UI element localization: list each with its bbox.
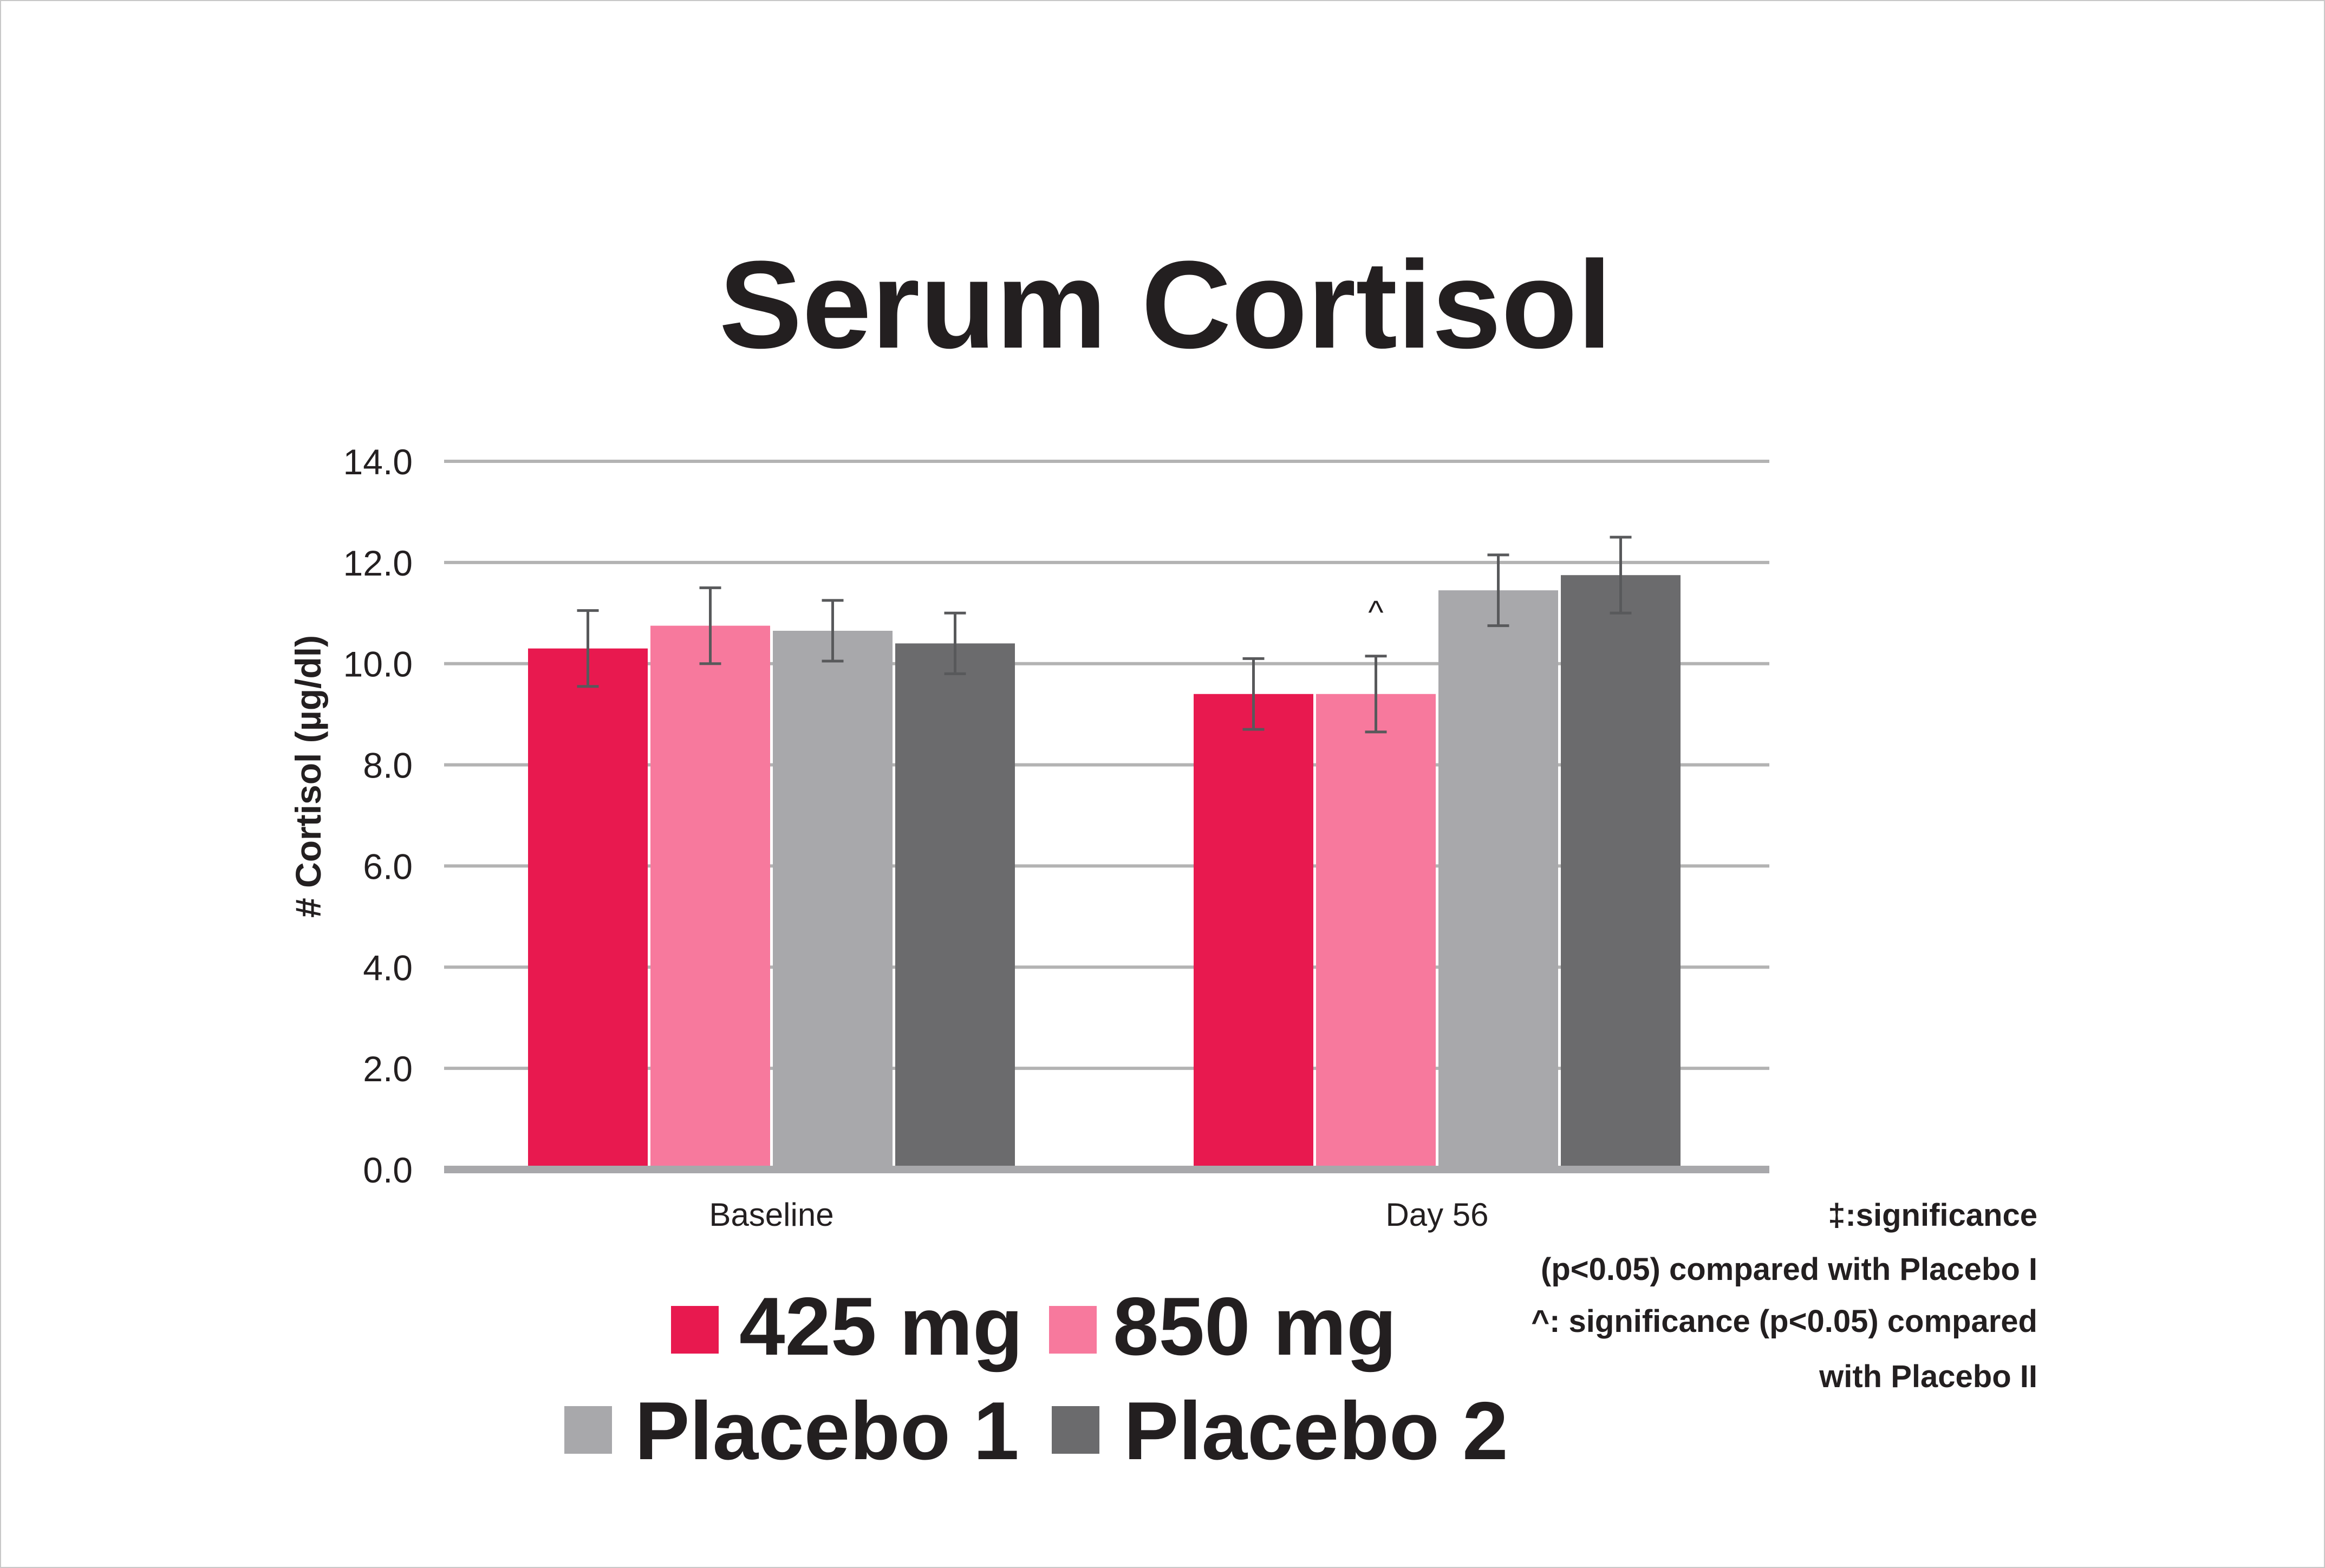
- legend-label: Placebo 2: [1124, 1385, 1508, 1477]
- significance-marker: ^: [1368, 594, 1383, 631]
- bar: [773, 630, 893, 1166]
- chart-title: Serum Cortisol: [719, 235, 1612, 374]
- y-tick-label: 0.0: [363, 1150, 413, 1190]
- y-tick-label: 4.0: [363, 948, 413, 988]
- bar: [1316, 694, 1436, 1166]
- legend-swatch: [671, 1306, 719, 1354]
- note-line: ^: significance (p<0.05) compared: [1531, 1304, 2037, 1339]
- x-axis-ticks: Baseline Day 56: [709, 1197, 1488, 1233]
- y-tick-label: 2.0: [363, 1049, 413, 1089]
- bar: [1438, 590, 1558, 1166]
- bars: [528, 575, 1681, 1166]
- y-tick-label: 6.0: [363, 846, 413, 886]
- significance-notes: ‡:significance (p<0.05) compared with Pla…: [1531, 1198, 2037, 1394]
- y-axis-label: # Cortisol (µg/dl): [288, 635, 328, 918]
- bar: [528, 648, 648, 1166]
- note-line: (p<0.05) compared with Placebo I: [1541, 1252, 2037, 1287]
- note-line: with Placebo II: [1819, 1359, 2037, 1394]
- y-axis-ticks: 0.0 2.0 4.0 6.0 8.0 10.0 12.0 14.0: [343, 442, 413, 1190]
- y-tick-label: 14.0: [343, 442, 413, 482]
- legend-label: 850 mg: [1113, 1280, 1397, 1373]
- annotations: ^: [1368, 594, 1383, 631]
- error-bars: [577, 535, 1632, 734]
- legend-swatch: [1052, 1406, 1099, 1454]
- legend: 425 mg 850 mg Placebo 1 Placebo 2: [564, 1280, 1508, 1477]
- legend-swatch: [1049, 1306, 1097, 1354]
- bar: [895, 643, 1015, 1166]
- y-tick-label: 8.0: [363, 746, 413, 786]
- legend-label: 425 mg: [739, 1280, 1023, 1373]
- legend-swatch: [564, 1406, 612, 1454]
- y-tick-label: 10.0: [343, 644, 413, 684]
- legend-label: Placebo 1: [635, 1385, 1019, 1477]
- x-tick-label: Day 56: [1385, 1197, 1488, 1233]
- bar: [1194, 694, 1313, 1166]
- note-line: ‡:significance: [1828, 1198, 2037, 1233]
- x-tick-label: Baseline: [709, 1197, 833, 1233]
- bar: [1561, 575, 1681, 1166]
- bar: [650, 625, 770, 1166]
- y-tick-label: 12.0: [343, 543, 413, 583]
